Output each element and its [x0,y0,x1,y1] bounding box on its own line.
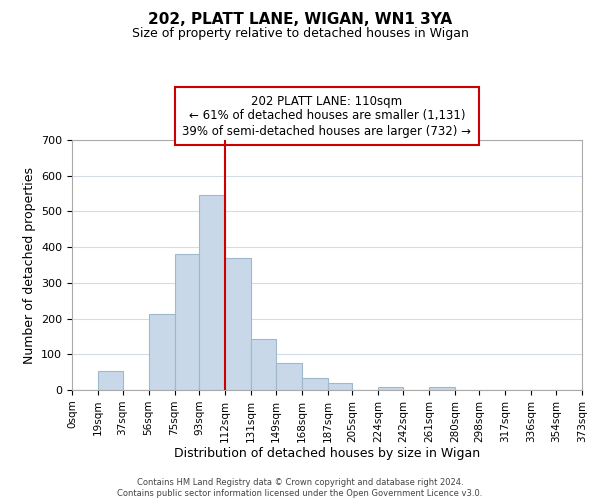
Text: 202 PLATT LANE: 110sqm
← 61% of detached houses are smaller (1,131)
39% of semi-: 202 PLATT LANE: 110sqm ← 61% of detached… [182,94,472,138]
Bar [251,340,276,390]
Bar [175,254,199,390]
Bar [302,378,328,390]
Text: Size of property relative to detached houses in Wigan: Size of property relative to detached ho… [131,28,469,40]
Text: 202, PLATT LANE, WIGAN, WN1 3YA: 202, PLATT LANE, WIGAN, WN1 3YA [148,12,452,28]
Bar [429,387,455,390]
X-axis label: Distribution of detached houses by size in Wigan: Distribution of detached houses by size … [174,448,480,460]
Bar [199,194,225,390]
Bar [378,387,403,390]
Text: Contains HM Land Registry data © Crown copyright and database right 2024.
Contai: Contains HM Land Registry data © Crown c… [118,478,482,498]
Bar [225,258,251,390]
Bar [276,363,302,390]
Y-axis label: Number of detached properties: Number of detached properties [23,166,35,364]
Bar [98,372,122,390]
Bar [328,383,352,390]
Bar [149,314,175,390]
